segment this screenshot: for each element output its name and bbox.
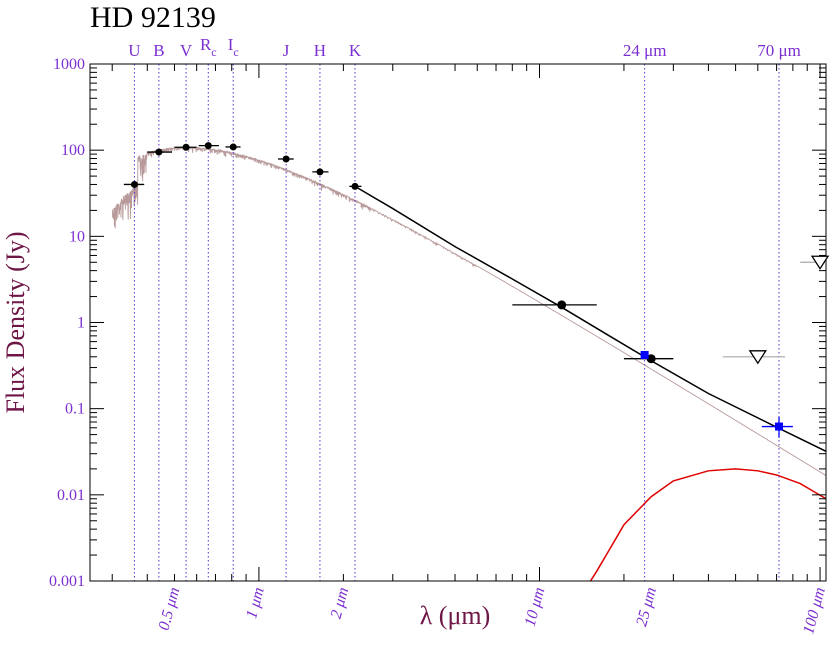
- photometry-point: [130, 180, 138, 188]
- photometry-point: [155, 148, 163, 156]
- y-axis-label: Flux Density (Jy): [1, 232, 30, 414]
- band-label-U: U: [128, 41, 140, 60]
- y-tick-label: 1: [77, 315, 85, 332]
- axes-layer: [89, 63, 827, 582]
- photometry-point: [557, 300, 567, 310]
- band-label-R: Rc: [200, 35, 217, 59]
- spitzer-point: [775, 422, 784, 431]
- band-label-K: K: [349, 41, 362, 60]
- band-label-24-μm: 24 μm: [623, 41, 667, 60]
- y-tick-label: 0.1: [65, 401, 85, 418]
- y-tick-label: 0.01: [57, 487, 85, 504]
- band-label-B: B: [153, 41, 164, 60]
- total-model-curve: [354, 185, 827, 452]
- photometry-point: [229, 143, 237, 151]
- chart-title: HD 92139: [90, 1, 216, 34]
- stellar-model-curve: [111, 145, 827, 476]
- band-label-V: V: [180, 41, 193, 60]
- photometry-point: [351, 182, 359, 190]
- photometry-point: [646, 354, 656, 364]
- x-axis-label: λ (μm): [420, 601, 491, 630]
- photometry-point: [282, 155, 290, 163]
- upper-limit-marker: [810, 255, 830, 270]
- photometry-point: [316, 168, 324, 176]
- band-label-H: H: [314, 41, 326, 60]
- band-label-J: J: [283, 41, 290, 60]
- band-label-I: Ic: [228, 35, 239, 59]
- band-label-70-μm: 70 μm: [757, 41, 801, 60]
- photometry-point: [204, 142, 212, 150]
- y-tick-label: 100: [61, 142, 85, 159]
- spitzer-point: [640, 350, 649, 359]
- y-tick-label: 0.001: [49, 573, 85, 590]
- disk-blackbody-curve: [589, 468, 827, 582]
- y-tick-label: 10: [69, 228, 85, 245]
- text-layer: U B V Rc Ic J H K 24 μm 70 μm 0.001 0.01 0.1 1 10 100 10…: [1, 1, 829, 636]
- photometry-point: [182, 143, 190, 151]
- upper-limit-marker: [748, 350, 768, 365]
- y-tick-label: 1000: [53, 56, 85, 73]
- data-points-layer: [123, 142, 830, 438]
- model-layer: [111, 145, 827, 582]
